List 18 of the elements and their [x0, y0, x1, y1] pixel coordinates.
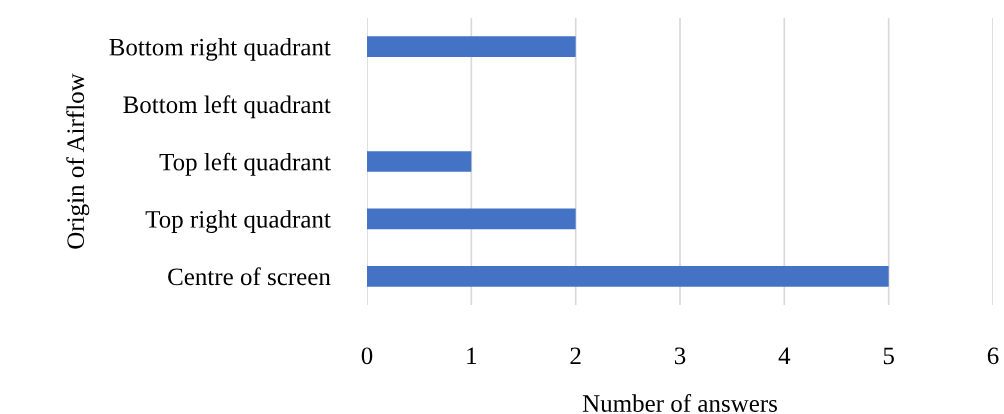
x-tick-label: 2 [570, 347, 581, 365]
x-tick-label: 4 [778, 347, 791, 365]
bar [367, 36, 576, 58]
x-axis-title: Number of answers [582, 394, 777, 412]
bar [367, 265, 889, 287]
bar [367, 151, 472, 172]
bar [367, 208, 576, 230]
y-tick-label: Centre of screen [168, 267, 331, 286]
y-tick-label: Bottom left quadrant [123, 95, 331, 119]
y-tick-label: Top right quadrant [145, 210, 331, 233]
y-axis-title: Origin of Airflow [66, 73, 90, 249]
x-tick-label: 1 [467, 347, 477, 365]
x-tick-label: 3 [674, 347, 686, 365]
y-tick-label: Top left quadrant [159, 152, 331, 176]
x-tick-label: 0 [361, 347, 373, 365]
y-tick-label: Bottom right quadrant [109, 38, 331, 61]
x-tick-label: 6 [987, 347, 999, 365]
x-tick-label: 5 [883, 347, 894, 365]
